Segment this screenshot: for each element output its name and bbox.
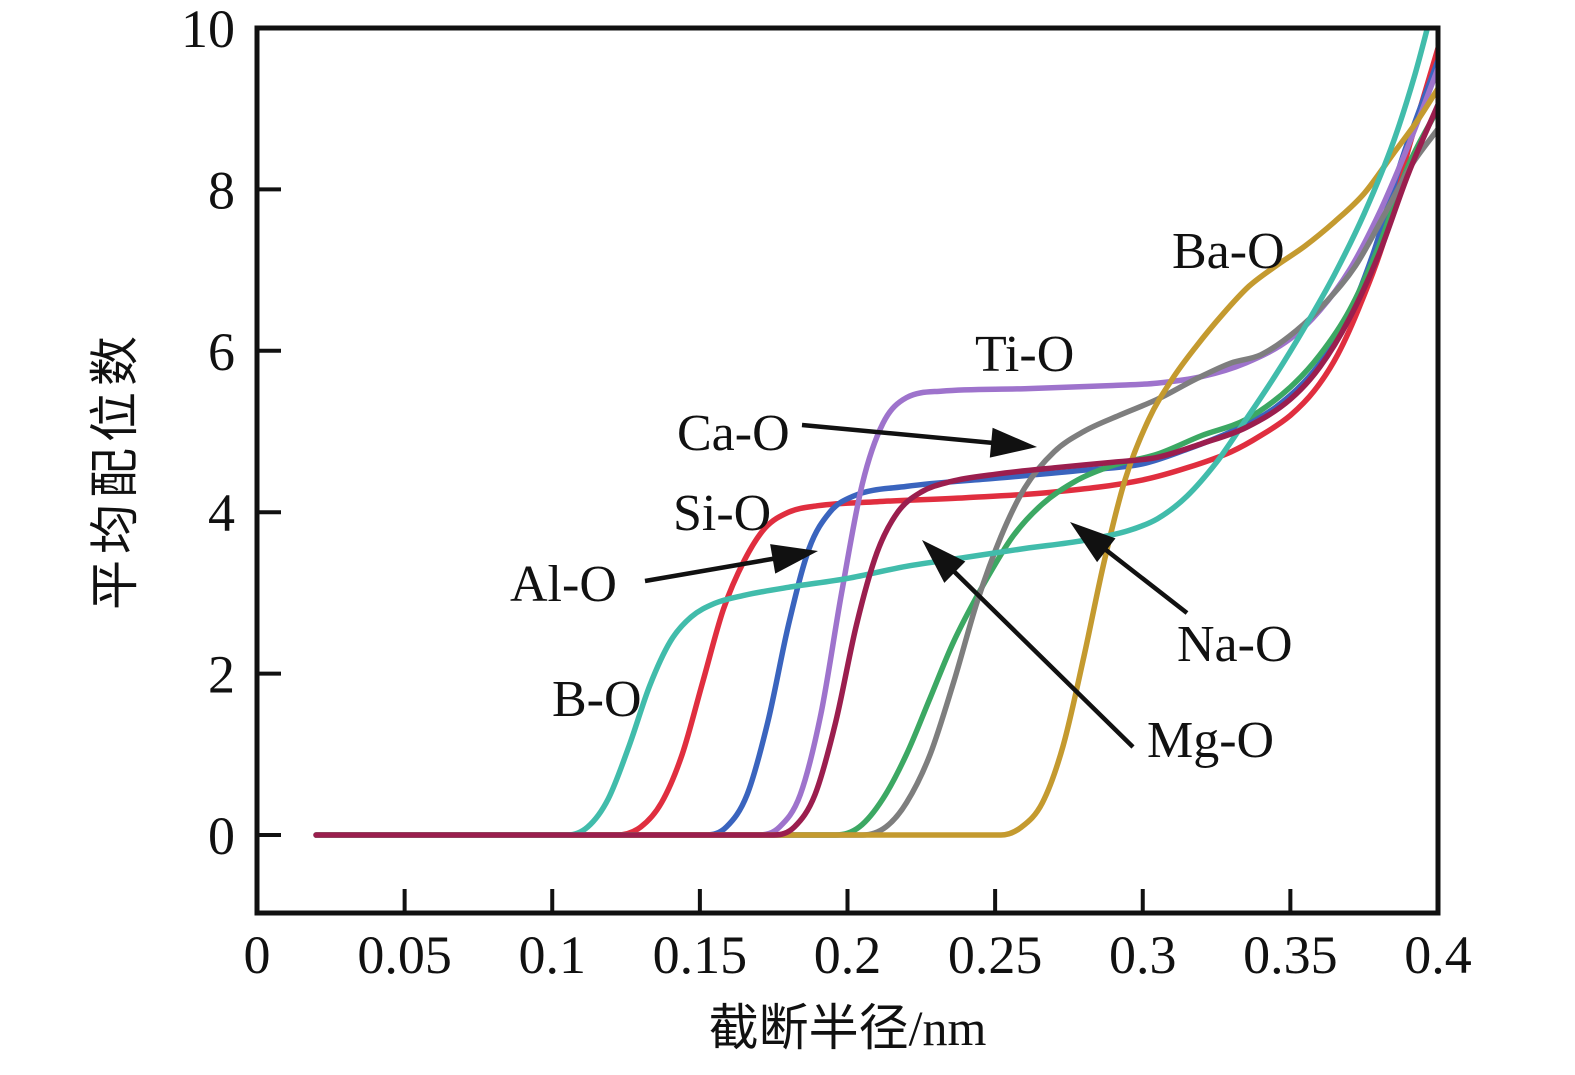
annotation-label-b-o: B-O xyxy=(552,671,642,728)
annotation-arrow-line-al-o xyxy=(644,555,781,584)
annotation-label-mg-o: Mg-O xyxy=(1147,712,1274,769)
series-line-b-o xyxy=(313,28,1431,838)
annotation-label-si-o: Si-O xyxy=(673,485,771,542)
y-tick-label: 8 xyxy=(208,160,235,220)
x-axis-title: 截断半径/nm xyxy=(709,1000,987,1056)
annotations-group: B-O Al-O Si-O Ca-O Ti-O Ba-O Na-O Mg-O xyxy=(510,223,1293,769)
x-tick-label: 0 xyxy=(244,925,271,985)
annotation-arrowhead-al-o xyxy=(770,544,818,574)
annotation-arrowhead-mg-o xyxy=(922,540,966,583)
annotation-arrow-line-mg-o xyxy=(947,565,1135,749)
annotation-label-ba-o: Ba-O xyxy=(1172,223,1285,280)
tick-marks xyxy=(255,26,1440,913)
series-line-ca-o xyxy=(313,126,1438,838)
series-line-ba-o xyxy=(313,85,1438,838)
series-line-mg-o xyxy=(313,101,1438,838)
x-tick-label: 0.05 xyxy=(357,925,452,985)
x-tick-label: 0.25 xyxy=(948,925,1043,985)
x-tick-label: 0.35 xyxy=(1243,925,1338,985)
y-tick-label: 0 xyxy=(208,806,235,866)
annotation-arrowhead-na-o xyxy=(1070,522,1116,563)
series-line-si-o xyxy=(313,45,1438,838)
x-tick-label: 0.15 xyxy=(653,925,748,985)
series-group xyxy=(313,28,1438,838)
annotation-label-na-o: Na-O xyxy=(1177,616,1293,673)
annotation-arrow-line-ca-o xyxy=(801,422,1000,446)
y-tick-label: 10 xyxy=(181,0,235,59)
annotation-label-ti-o: Ti-O xyxy=(975,326,1074,383)
y-tick-label: 2 xyxy=(208,645,235,705)
annotation-arrow-line-na-o xyxy=(1098,543,1189,615)
x-tick-label: 0.4 xyxy=(1404,925,1472,985)
y-tick-label: 6 xyxy=(208,322,235,382)
x-tick-label: 0.1 xyxy=(519,925,587,985)
annotation-arrowhead-ca-o xyxy=(989,427,1037,458)
x-tick-label: 0.3 xyxy=(1109,925,1177,985)
y-axis-title: 平均配位数 xyxy=(87,330,143,610)
y-tick-label: 4 xyxy=(208,483,235,543)
x-tick-label: 0.2 xyxy=(814,925,882,985)
series-line-na-o xyxy=(313,105,1438,838)
annotation-label-al-o: Al-O xyxy=(510,556,617,613)
annotation-label-ca-o: Ca-O xyxy=(677,405,790,462)
